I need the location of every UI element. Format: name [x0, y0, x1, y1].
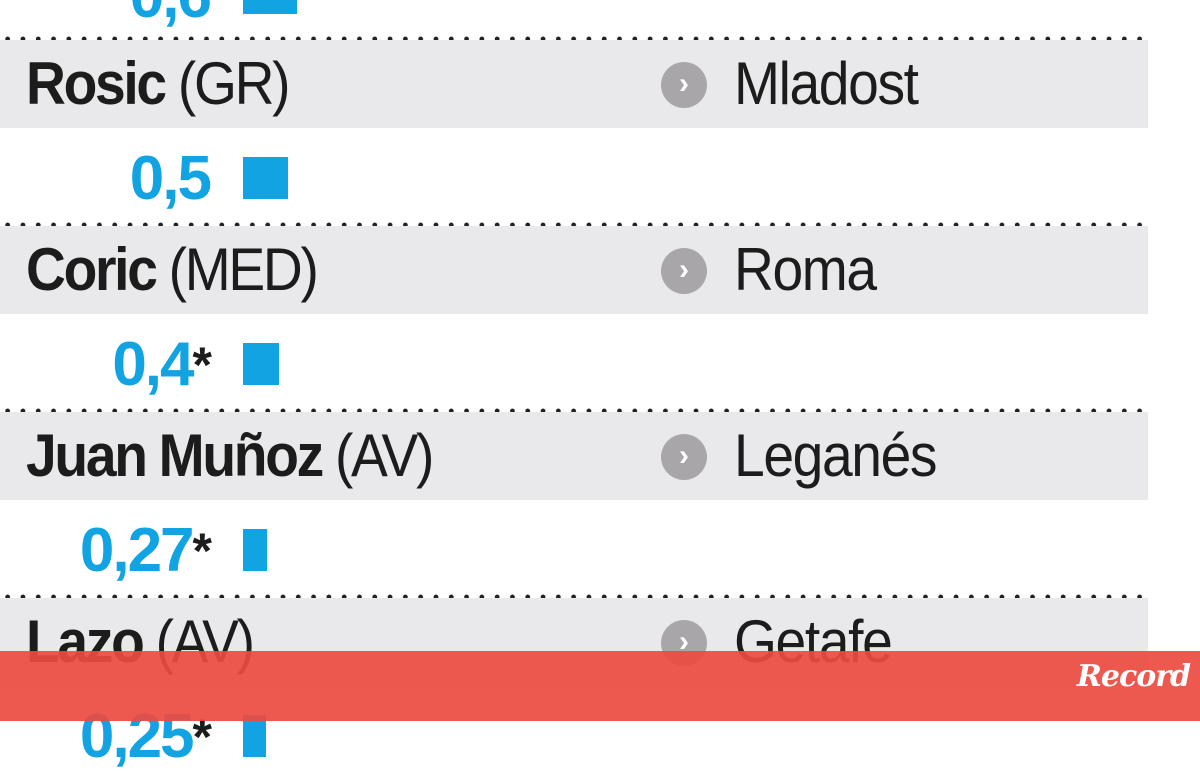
brand-banner: Record: [0, 651, 1200, 721]
transfer-value: 0,5: [0, 144, 212, 214]
dotted-divider: [0, 408, 1148, 414]
arrow-right-icon: ›: [661, 62, 707, 108]
dotted-divider: [0, 594, 1148, 600]
player-name: Rosic (GR): [26, 40, 291, 128]
value-bar: [243, 343, 279, 385]
dotted-divider: [0, 222, 1148, 228]
club-name: Roma: [734, 236, 877, 303]
transfer-value: 0,27*: [0, 516, 213, 586]
transfer-value: 0,4*: [0, 330, 213, 400]
player-row: [0, 226, 1148, 314]
player-surname: Coric: [26, 236, 158, 303]
asterisk: *: [192, 337, 213, 393]
player-row: [0, 40, 1148, 128]
player-surname: Rosic: [26, 50, 167, 117]
player-name: Coric (MED): [26, 226, 319, 314]
asterisk: *: [192, 523, 213, 579]
player-position: (AV): [334, 422, 434, 489]
player-name: Juan Muñoz (AV): [26, 412, 434, 500]
arrow-right-icon: ›: [661, 434, 707, 480]
top-value: 0,6: [0, 0, 212, 32]
top-value-bar: [243, 0, 297, 14]
club-name: Mladost: [734, 50, 919, 117]
player-position: (GR): [177, 50, 291, 117]
player-surname: Juan Muñoz: [26, 422, 324, 489]
player-row: [0, 412, 1148, 500]
record-logo: Record: [1076, 659, 1191, 694]
arrow-right-icon: ›: [661, 248, 707, 294]
player-position: (MED): [168, 236, 319, 303]
value-bar: [243, 529, 267, 571]
dotted-divider: [0, 36, 1148, 42]
value-bar: [243, 715, 266, 757]
value-bar: [243, 157, 288, 199]
value-number: 0,4: [112, 330, 194, 399]
value-number: 0,27: [79, 516, 195, 585]
club-name: Leganés: [734, 422, 938, 489]
value-number: 0,5: [129, 144, 212, 213]
